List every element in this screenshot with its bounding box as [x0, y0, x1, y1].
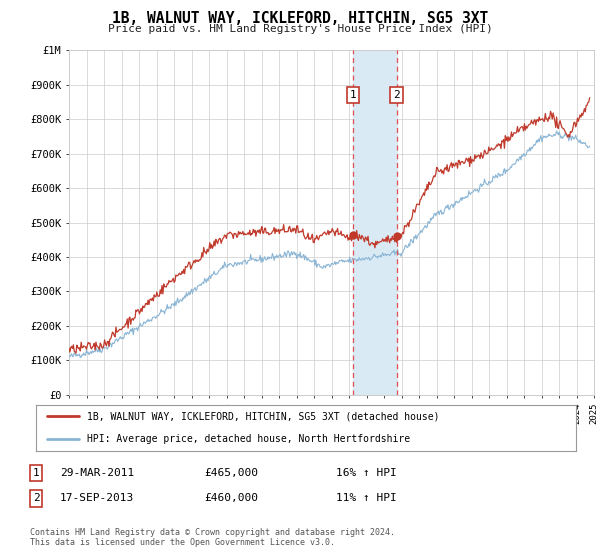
- Text: £460,000: £460,000: [204, 493, 258, 503]
- Text: 2: 2: [32, 493, 40, 503]
- Text: 29-MAR-2011: 29-MAR-2011: [60, 468, 134, 478]
- Text: 11% ↑ HPI: 11% ↑ HPI: [336, 493, 397, 503]
- Text: 1B, WALNUT WAY, ICKLEFORD, HITCHIN, SG5 3XT (detached house): 1B, WALNUT WAY, ICKLEFORD, HITCHIN, SG5 …: [88, 412, 440, 421]
- Text: Contains HM Land Registry data © Crown copyright and database right 2024.
This d: Contains HM Land Registry data © Crown c…: [30, 528, 395, 547]
- Text: Price paid vs. HM Land Registry's House Price Index (HPI): Price paid vs. HM Land Registry's House …: [107, 24, 493, 34]
- Text: 16% ↑ HPI: 16% ↑ HPI: [336, 468, 397, 478]
- Text: 2: 2: [393, 90, 400, 100]
- Text: 1: 1: [350, 90, 356, 100]
- Text: 17-SEP-2013: 17-SEP-2013: [60, 493, 134, 503]
- Text: 1: 1: [32, 468, 40, 478]
- Text: 1B, WALNUT WAY, ICKLEFORD, HITCHIN, SG5 3XT: 1B, WALNUT WAY, ICKLEFORD, HITCHIN, SG5 …: [112, 11, 488, 26]
- Bar: [353, 50, 397, 395]
- Text: £465,000: £465,000: [204, 468, 258, 478]
- Text: HPI: Average price, detached house, North Hertfordshire: HPI: Average price, detached house, Nort…: [88, 435, 410, 444]
